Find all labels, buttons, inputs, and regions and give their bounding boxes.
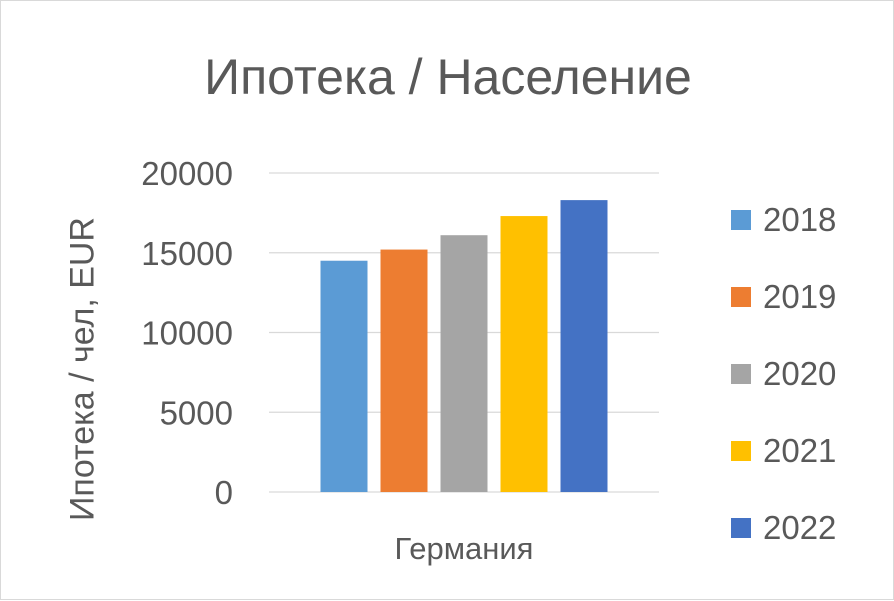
legend-label: 2022 bbox=[763, 508, 837, 546]
bar-2020 bbox=[440, 235, 488, 492]
bar-2022 bbox=[560, 200, 608, 493]
legend-label: 2018 bbox=[763, 200, 837, 238]
legend-item: 2019 bbox=[731, 258, 836, 335]
legend-swatch bbox=[731, 517, 751, 538]
legend-label: 2021 bbox=[763, 431, 837, 469]
bar-2019 bbox=[380, 249, 428, 492]
legend-swatch bbox=[731, 363, 751, 384]
legend-item: 2018 bbox=[731, 181, 836, 258]
legend-swatch bbox=[731, 209, 751, 230]
chart-title: Ипотека / Население bbox=[204, 49, 692, 105]
legend-item: 2021 bbox=[731, 412, 836, 489]
y-tick-label: 0 bbox=[215, 474, 233, 511]
y-tick-label: 20000 bbox=[141, 155, 233, 192]
legend: 2018 2019 2020 2021 2022 bbox=[731, 181, 836, 566]
legend-swatch bbox=[731, 286, 751, 307]
x-category-label: Германия bbox=[395, 531, 534, 566]
bar-2018 bbox=[320, 260, 368, 492]
legend-item: 2020 bbox=[731, 335, 836, 412]
legend-item: 2022 bbox=[731, 489, 836, 566]
legend-swatch bbox=[731, 440, 751, 461]
legend-label: 2019 bbox=[763, 277, 837, 315]
bar-2021 bbox=[500, 216, 548, 492]
y-tick-label: 5000 bbox=[160, 394, 233, 431]
y-tick-label: 10000 bbox=[141, 315, 233, 352]
legend-label: 2020 bbox=[763, 354, 837, 392]
y-tick-label: 15000 bbox=[141, 235, 233, 272]
